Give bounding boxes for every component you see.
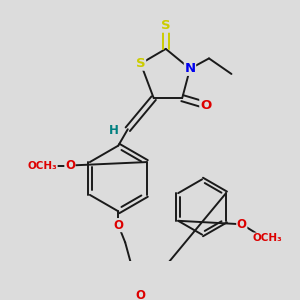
Text: OCH₃: OCH₃ bbox=[253, 233, 283, 243]
Text: S: S bbox=[161, 19, 171, 32]
Text: O: O bbox=[200, 98, 211, 112]
Text: H: H bbox=[109, 124, 119, 137]
Text: N: N bbox=[184, 62, 196, 75]
Text: OCH₃: OCH₃ bbox=[27, 160, 57, 170]
Text: O: O bbox=[136, 290, 146, 300]
Text: S: S bbox=[136, 57, 146, 70]
Text: O: O bbox=[237, 218, 247, 231]
Text: O: O bbox=[113, 219, 123, 232]
Text: O: O bbox=[65, 159, 75, 172]
